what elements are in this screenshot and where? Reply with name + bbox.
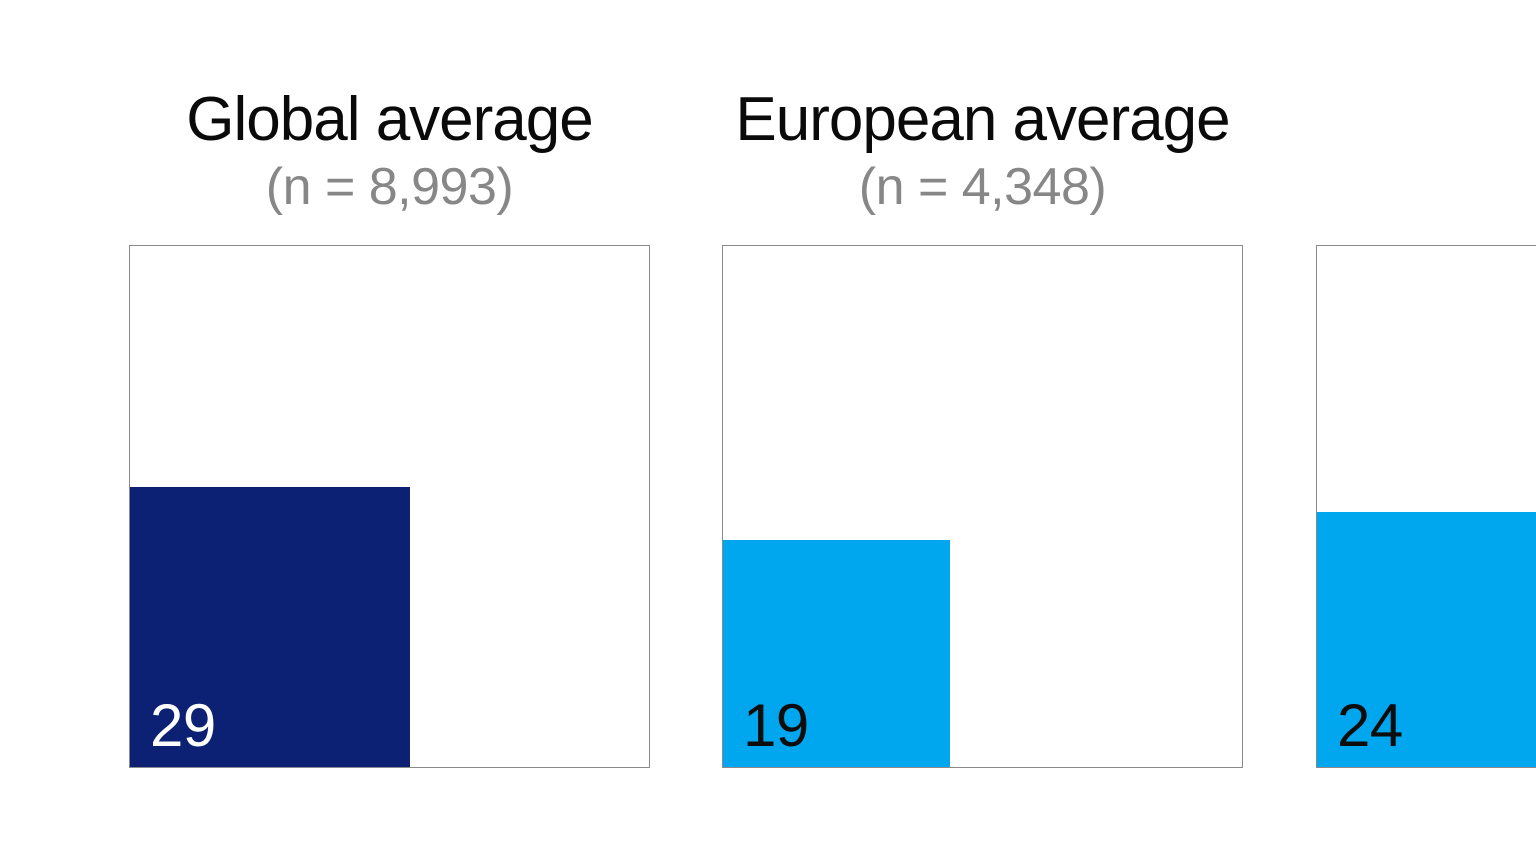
chart-panel-clipped: 24 bbox=[1316, 0, 1536, 864]
value-square: 29 bbox=[130, 487, 410, 767]
panel-title: Global average bbox=[186, 85, 594, 154]
value-label: 19 bbox=[743, 692, 809, 759]
panel-header bbox=[1316, 84, 1536, 86]
plot-area: 19 bbox=[722, 245, 1243, 768]
panel-subtitle: (n = 8,993) bbox=[265, 158, 514, 216]
panel-header: European average (n = 4,348) bbox=[722, 84, 1243, 216]
value-label: 24 bbox=[1337, 692, 1403, 759]
value-label: 29 bbox=[150, 692, 216, 759]
chart-panel-european: European average (n = 4,348) 19 bbox=[722, 0, 1243, 864]
value-square: 24 bbox=[1317, 512, 1536, 767]
plot-area: 24 bbox=[1316, 245, 1536, 768]
panel-header: Global average (n = 8,993) bbox=[129, 84, 650, 216]
plot-area: 29 bbox=[129, 245, 650, 768]
panel-subtitle: (n = 4,348) bbox=[858, 158, 1107, 216]
chart-panel-global: Global average (n = 8,993) 29 bbox=[129, 0, 650, 864]
panel-title: European average bbox=[735, 85, 1230, 154]
value-square: 19 bbox=[723, 540, 950, 767]
